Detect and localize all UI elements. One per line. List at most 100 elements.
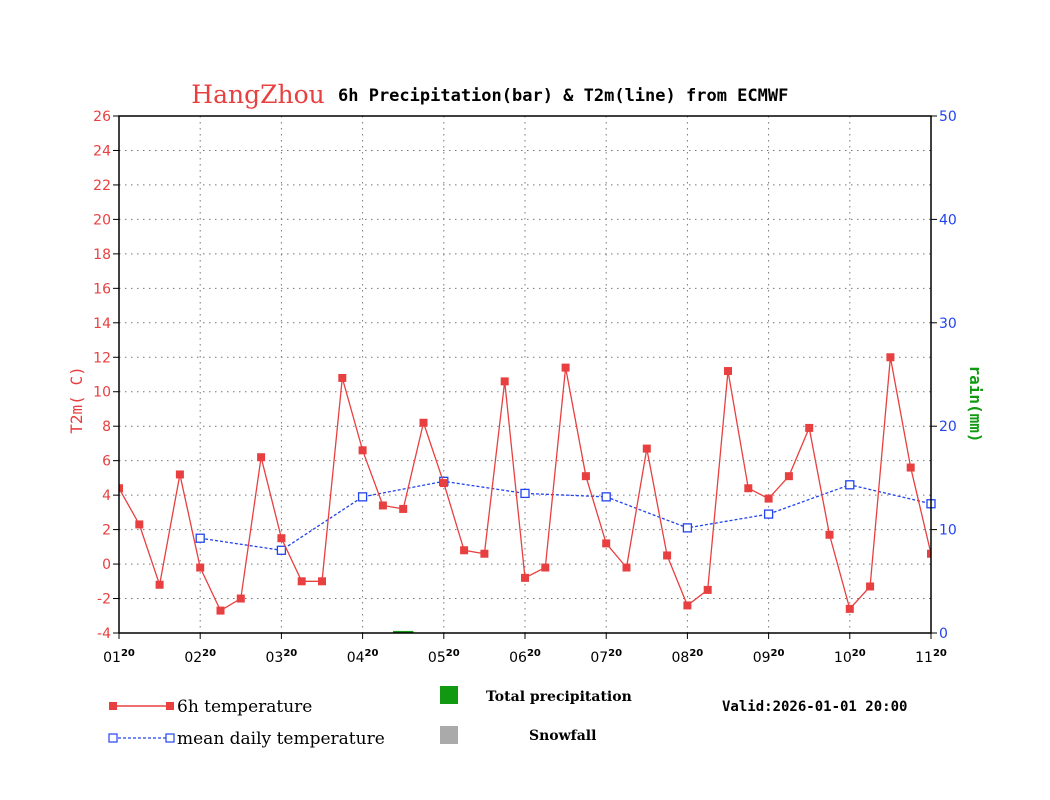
x-tick-hour: 20 [689,648,703,659]
temperature-point [703,585,712,594]
temperature-point [886,353,895,362]
temperature-point [460,546,469,555]
y-axis-left-label: T2m( C) [67,366,86,433]
legend-filled-square-marker [166,702,174,710]
x-tick-hour: 20 [283,648,297,659]
axes: -4-2024681012141618202224260102030405001… [93,109,957,666]
temperature-point [358,446,367,455]
chart-title: 6h Precipitation(bar) & T2m(line) from E… [338,86,788,106]
mean-temperature-point [763,509,774,519]
x-tick-day: 08 [672,650,690,666]
temperature-point [663,551,672,560]
legend-hollow-square-marker [165,733,175,743]
x-tick-label: 0520 [428,648,460,666]
y-left-tick-label: -2 [97,592,111,608]
temperature-point [764,494,773,503]
x-tick-hour: 20 [121,648,135,659]
chart-title-city: HangZhou [191,80,324,109]
temperature-point [419,418,428,427]
x-tick-day: 11 [915,650,933,666]
mean-temperature-point [357,492,368,502]
x-tick-day: 03 [266,650,284,666]
legend-precipitation-swatch [440,686,458,704]
y-right-tick-label: 10 [939,523,957,539]
x-tick-hour: 20 [852,648,866,659]
legend-snowfall-swatch [440,726,458,744]
legend: 6h temperature mean daily temperature To… [108,686,907,749]
temperature-point [622,563,631,572]
y-left-tick-label: 8 [102,419,111,435]
x-tick-hour: 20 [365,648,379,659]
y-left-tick-label: 14 [93,316,111,332]
y-axis-right-label: rain(mm) [966,365,985,442]
temperature-point [155,580,164,589]
temperature-point [378,501,387,510]
x-tick-hour: 20 [446,648,460,659]
x-tick-hour: 20 [771,648,785,659]
valid-time: Valid:2026-01-01 20:00 [722,699,907,715]
y-left-tick-label: 6 [102,454,111,470]
y-left-tick-label: -4 [97,626,111,642]
x-tick-label: 0420 [347,648,379,666]
mean-temperature-point [195,533,205,543]
temperature-point [805,423,814,432]
temperature-point [683,601,692,610]
legend-hollow-square-marker [108,733,118,743]
legend-mean-temperature: mean daily temperature [108,729,385,749]
x-tick-label: 1120 [915,648,947,666]
mean-temperature-point [520,488,530,499]
y-right-tick-label: 30 [939,316,957,332]
y-left-tick-label: 2 [102,523,111,539]
y-left-tick-label: 0 [102,557,111,573]
legend-precipitation-label: Total precipitation [486,689,632,705]
x-tick-label: 0920 [753,648,785,666]
temperature-point [175,470,184,479]
x-tick-hour: 20 [608,648,622,659]
x-tick-day: 04 [347,650,365,666]
temperature-point [297,577,306,586]
y-left-tick-label: 18 [93,247,111,263]
temperature-point [927,549,931,558]
temperature-point [480,549,489,558]
temperature-point [642,444,651,453]
grid-lines [119,116,931,633]
x-tick-hour: 20 [933,648,947,659]
y-left-tick-label: 16 [93,281,111,297]
temperature-line [119,357,931,612]
x-tick-label: 0620 [509,648,541,666]
temperature-point [602,539,611,548]
temperature-point [724,367,732,376]
temperature-point [744,484,753,493]
temperature-point [338,373,347,382]
temperature-point [906,463,915,472]
mean-temperature-point [845,480,855,490]
temperature-point [521,573,529,582]
legend-mean-temperature-label: mean daily temperature [177,729,385,749]
temperature-point [277,534,286,543]
temperature-point [784,472,793,481]
temperature-point [135,520,144,529]
mean-temperature-point [601,492,611,502]
x-tick-label: 0720 [590,648,622,666]
temperature-point [399,504,408,513]
x-tick-day: 02 [184,650,202,666]
x-tick-hour: 20 [202,648,216,659]
y-left-tick-label: 24 [93,143,111,159]
temperature-point [196,563,205,572]
y-right-tick-label: 50 [939,109,957,125]
x-tick-day: 10 [834,650,852,666]
x-tick-label: 0320 [266,648,298,666]
temperature-point [541,563,550,572]
x-tick-day: 06 [509,650,527,666]
mean-temperature-point [276,545,287,555]
precipitation-bars [393,630,414,633]
y-right-tick-label: 20 [939,419,957,435]
temperature-point [825,530,834,539]
temperature-point [318,577,326,586]
y-left-tick-label: 20 [93,212,111,228]
x-tick-day: 07 [590,650,608,666]
x-tick-day: 09 [753,650,771,666]
x-tick-hour: 20 [527,648,541,659]
y-right-tick-label: 40 [939,212,957,228]
